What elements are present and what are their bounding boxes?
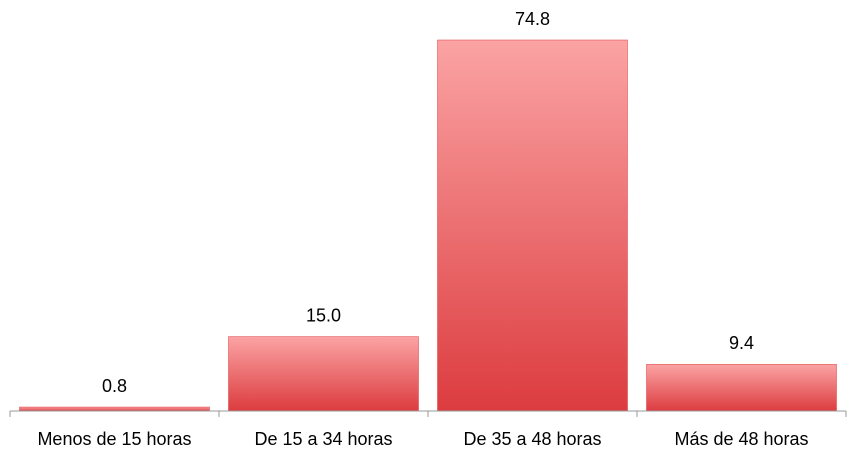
value-label: 15.0 [306,305,341,325]
bar [437,39,628,412]
x-tick-label: De 35 a 48 horas [463,429,601,449]
bar [228,336,419,412]
x-tick-label: Menos de 15 horas [37,429,191,449]
value-label: 9.4 [729,333,754,353]
bar [19,406,210,412]
value-label: 0.8 [102,376,127,396]
x-tick-label: Más de 48 horas [674,429,808,449]
value-label: 74.8 [515,9,550,29]
bar [646,364,837,412]
x-tick-label: De 15 a 34 horas [254,429,392,449]
